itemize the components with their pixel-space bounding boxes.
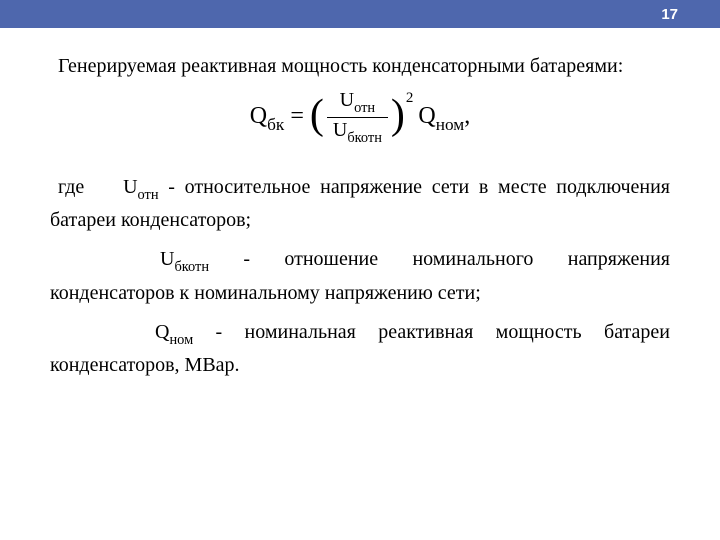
formula: Qбк = (UотнUбкотн)2 Qном, <box>50 89 670 146</box>
def2-sym-main: U <box>160 248 174 270</box>
content-area: Генерируемая реактивная мощность конденс… <box>0 28 720 381</box>
def1-sym-main: U <box>123 176 137 198</box>
page-number: 17 <box>661 6 678 23</box>
formula-lhs-main: Q <box>250 103 267 129</box>
formula-term2-main: Q <box>412 103 435 129</box>
formula-den-sub: бкотн <box>347 130 382 146</box>
def3-sym-sub: ном <box>169 332 193 348</box>
def2-text: - отношение номинального напряжения конд… <box>50 248 670 303</box>
def-line-3: Qном - номинальная реактивная мощность б… <box>50 317 670 381</box>
formula-eq: = <box>284 103 310 129</box>
def-line-1: где Uотн - относительное напряжение сети… <box>50 172 670 236</box>
def1-sym-sub: отн <box>138 187 159 203</box>
formula-denominator: Uбкотн <box>327 118 388 146</box>
formula-numerator: Uотн <box>327 89 388 118</box>
formula-exponent: 2 <box>406 90 414 106</box>
def1-text: - относительное напряжение сети в месте … <box>50 176 670 231</box>
formula-lhs-sub: бк <box>267 115 284 134</box>
definitions: где Uотн - относительное напряжение сети… <box>50 172 670 381</box>
formula-num-main: U <box>340 89 354 111</box>
formula-rparen: ) <box>391 92 405 138</box>
def3-sym-main: Q <box>155 321 169 343</box>
formula-num-sub: отн <box>354 100 375 116</box>
header-bar: 17 <box>0 0 720 28</box>
lead-paragraph: Генерируемая реактивная мощность конденс… <box>50 52 670 81</box>
formula-lparen: ( <box>310 92 324 138</box>
formula-den-main: U <box>333 119 347 141</box>
formula-fraction: UотнUбкотн <box>327 89 388 146</box>
def1-prefix: где <box>58 176 94 198</box>
formula-tail: , <box>464 103 470 129</box>
def3-text: - номинальная реактивная мощность батаре… <box>50 321 670 376</box>
def-line-2: Uбкотн - отношение номинального напряжен… <box>50 244 670 308</box>
formula-term2-sub: ном <box>436 115 464 134</box>
def2-sym-sub: бкотн <box>174 259 209 275</box>
